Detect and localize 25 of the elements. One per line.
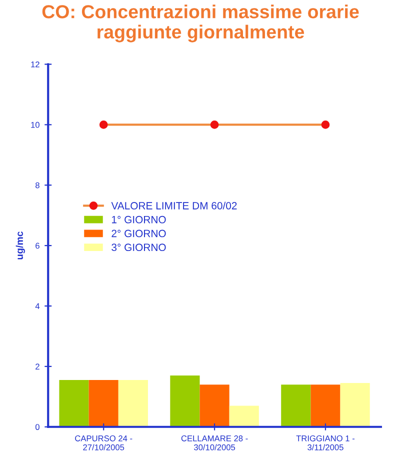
bar <box>281 384 311 427</box>
bar <box>340 383 370 427</box>
x-tick-label: CELLAMARE 28 - 30/10/2005 <box>181 435 248 450</box>
bar <box>170 376 200 427</box>
x-tick-label: TRIGGIANO 1 - 3/11/2005 <box>296 435 355 450</box>
legend-label: 3° GIORNO <box>112 244 166 252</box>
y-tick-label: 0 <box>35 424 40 430</box>
bar <box>118 380 148 427</box>
bar <box>200 384 230 427</box>
y-tick-label: 2 <box>36 364 40 370</box>
y-tick-label: 8 <box>36 182 40 188</box>
y-tick-label: 4 <box>35 303 40 310</box>
legend-label: VALORE LIMITE DM 60/02 <box>111 202 237 210</box>
legend-label: 1° GIORNO <box>112 216 166 224</box>
legend-label: 2° GIORNO <box>112 230 166 238</box>
x-tick-label: CAPURSO 24 - 27/10/2005 <box>75 435 132 450</box>
y-tick-label: 6 <box>36 242 40 249</box>
y-tick-label: 10 <box>31 122 40 128</box>
bar <box>59 380 89 427</box>
bar <box>229 406 259 427</box>
bar <box>310 384 340 427</box>
y-tick-label: 12 <box>31 61 40 68</box>
chart-title: CO: Concentrazioni massime orarie raggiunte giornalmente <box>42 4 359 42</box>
bar <box>88 380 118 427</box>
y-axis-title: ug/mc <box>16 232 25 260</box>
